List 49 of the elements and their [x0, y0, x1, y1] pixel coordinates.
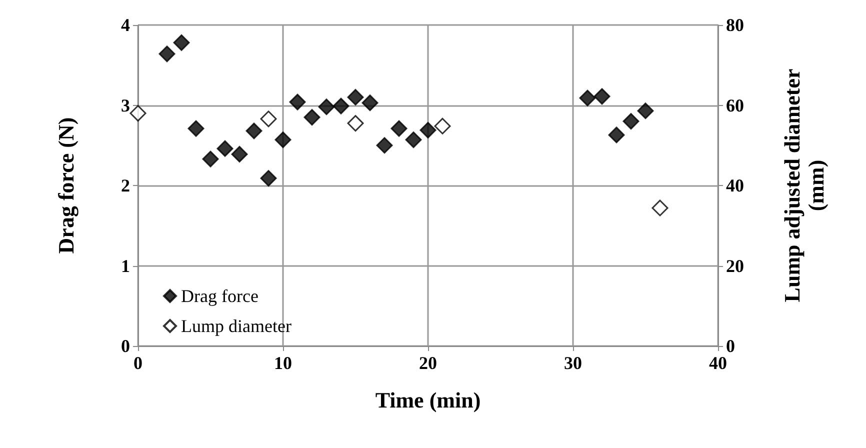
y-tick-label: 0	[121, 336, 130, 356]
point	[594, 88, 610, 105]
point	[260, 170, 277, 187]
point	[332, 98, 350, 114]
y-tick-label: 2	[121, 176, 130, 196]
point	[622, 113, 640, 130]
y2-tick-label: 20	[726, 256, 744, 276]
point	[579, 90, 596, 106]
x-tick-label: 0	[134, 353, 142, 373]
x-tick-label: 10	[274, 353, 292, 373]
point	[637, 102, 654, 120]
x-tick-label: 40	[709, 353, 727, 373]
y2-tick-label: 0	[726, 336, 735, 356]
point	[289, 94, 306, 110]
point	[304, 109, 320, 126]
point	[652, 200, 668, 216]
point	[246, 122, 262, 140]
y2-axis-title: Lump adjusted diameter (mm)	[780, 68, 828, 302]
point	[608, 126, 625, 144]
point	[188, 120, 204, 137]
point	[158, 46, 176, 62]
y-axis-title: Drag force (N)	[54, 117, 78, 254]
legend-label: Lump diameter	[181, 316, 292, 336]
point	[130, 105, 146, 122]
point	[347, 115, 364, 132]
point	[173, 34, 190, 51]
y2-tick-label: 60	[726, 95, 744, 116]
y-tick-label: 4	[121, 15, 130, 35]
point	[405, 132, 422, 148]
point	[376, 137, 393, 154]
point	[202, 150, 219, 168]
legend-label: Drag force	[181, 286, 258, 306]
point	[231, 146, 248, 162]
point	[434, 118, 451, 134]
x-tick-label: 30	[564, 353, 582, 373]
y-tick-label: 3	[121, 95, 130, 116]
y-tick-label: 1	[121, 256, 130, 276]
point	[420, 122, 436, 138]
point	[216, 140, 234, 157]
y2-tick-label: 80	[726, 15, 744, 35]
point	[274, 132, 292, 148]
x-axis-title: Time (min)	[375, 388, 481, 412]
point	[318, 98, 335, 116]
y2-tick-label: 40	[726, 176, 744, 196]
point	[260, 110, 277, 128]
point	[390, 120, 408, 137]
point	[362, 94, 378, 112]
point	[347, 88, 364, 106]
x-tick-label: 20	[419, 353, 437, 373]
